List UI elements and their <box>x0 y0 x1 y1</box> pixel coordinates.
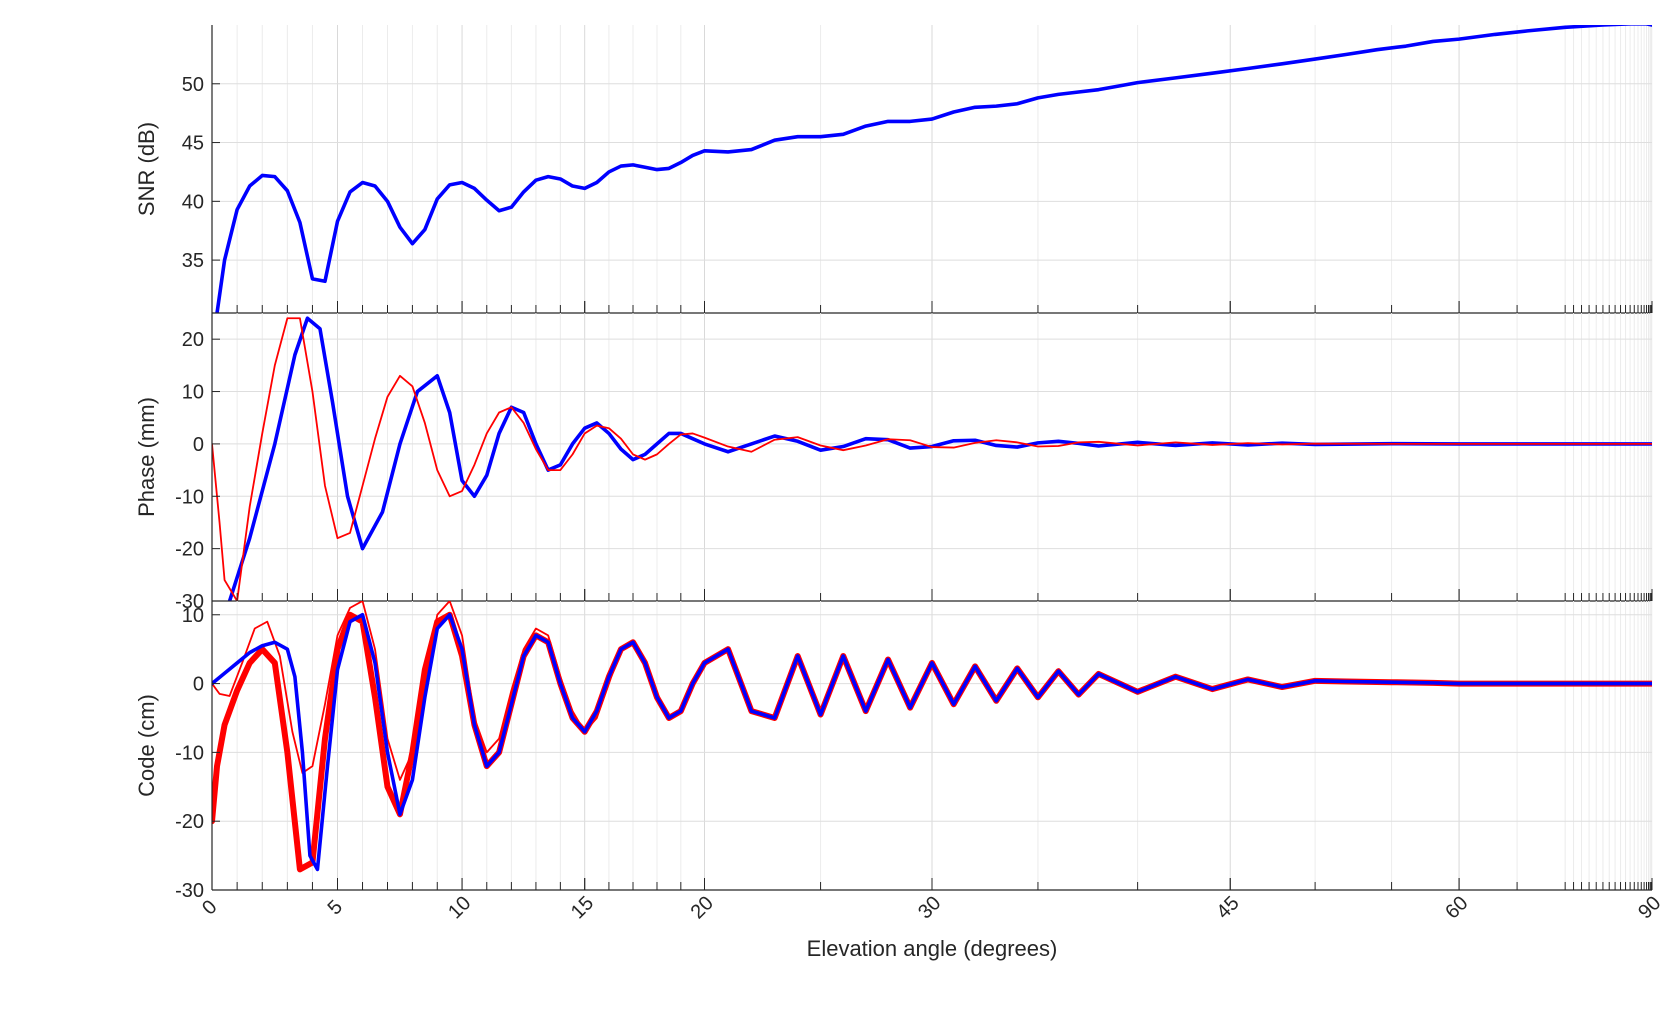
y-tick-label: -30 <box>175 880 204 902</box>
panel-code: -30 -20 -10 0 10 Code (cm) <box>134 601 1653 902</box>
y-tick-label: 35 <box>182 250 204 272</box>
y-tick-label: -30 <box>175 591 204 613</box>
x-axis-label: Elevation angle (degrees) <box>807 936 1058 961</box>
y-tick-label: -20 <box>175 539 204 561</box>
y-tick-label: 20 <box>182 329 204 351</box>
grid-snr <box>212 25 1653 313</box>
y-tick-label: 50 <box>182 74 204 96</box>
grid-phase <box>212 313 1653 602</box>
y-tick-label: 40 <box>182 191 204 213</box>
x-tick-label: 60 <box>1441 892 1472 923</box>
y-tick-label: 45 <box>182 133 204 155</box>
series-line-phase-1 <box>212 317 1652 601</box>
x-tick-label: 30 <box>914 892 945 923</box>
y-tick-label: -10 <box>175 486 204 508</box>
y-axis-label-code: Code (cm) <box>134 694 159 797</box>
panels: 35 40 45 50 SNR (dB) -30 -20 -10 0 10 20 Phase (mm)… <box>134 25 1653 902</box>
x-tick-label: 10 <box>444 892 475 923</box>
x-tick-label: 0 <box>198 896 221 919</box>
series-line-phase-0 <box>227 316 1652 601</box>
y-tick-label: 10 <box>182 605 204 627</box>
panel-phase: -30 -20 -10 0 10 20 Phase (mm) <box>134 313 1653 613</box>
x-tick-label: 45 <box>1212 892 1243 923</box>
x-tick-label: 20 <box>687 892 718 923</box>
grid-code <box>212 601 1653 891</box>
x-tick-label: 90 <box>1634 892 1665 923</box>
y-tick-label: -10 <box>175 742 204 764</box>
y-axis-label-snr: SNR (dB) <box>134 122 159 216</box>
y-tick-label: 0 <box>193 434 204 456</box>
series-line-code-2 <box>212 612 1652 872</box>
y-axis-label-phase: Phase (mm) <box>134 397 159 517</box>
panel-snr: 35 40 45 50 SNR (dB) <box>134 25 1653 314</box>
y-tick-label: -20 <box>175 811 204 833</box>
x-tick-label: 5 <box>324 896 347 919</box>
x-axis: 0 5 10 15 20 30 45 60 90 <box>198 892 1665 923</box>
series-line-snr-0 <box>215 25 1652 313</box>
x-tick-label: 15 <box>567 892 598 923</box>
y-tick-label: 10 <box>182 382 204 404</box>
y-tick-label: 0 <box>193 674 204 696</box>
